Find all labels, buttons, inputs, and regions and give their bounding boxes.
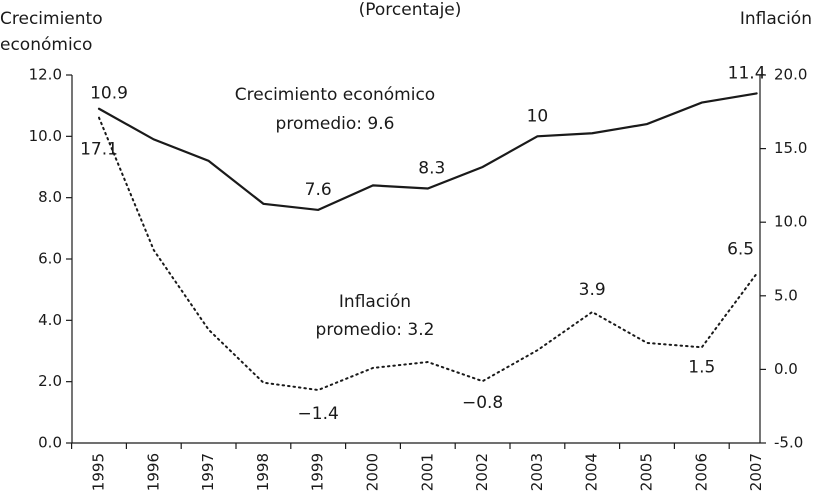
annotation: Inflación: [339, 292, 411, 312]
x-tick-label: 1997: [199, 453, 217, 491]
x-tick-label: 2003: [528, 453, 546, 491]
data-label: 10.9: [90, 84, 128, 104]
y-tick-label: 2.0: [38, 372, 62, 390]
y-tick-label: 8.0: [38, 188, 62, 206]
x-tick-label: 2000: [364, 453, 382, 491]
y2-tick-label: 0.0: [774, 360, 798, 378]
data-label: 10: [527, 106, 549, 126]
data-label: −0.8: [462, 393, 503, 413]
data-label: 3.9: [579, 280, 606, 300]
y2-tick-label: 10.0: [774, 213, 807, 231]
data-label: 6.5: [727, 240, 754, 260]
x-tick-label: 1995: [90, 453, 108, 491]
data-label: 1.5: [688, 357, 715, 377]
y2-axis-label: Inflación: [740, 9, 812, 29]
x-tick-label: 1999: [309, 453, 327, 491]
x-tick-label: 2004: [583, 453, 601, 491]
data-label: 8.3: [418, 158, 445, 178]
y-tick-label: 0.0: [38, 434, 62, 452]
y2-tick-label: -5.0: [774, 434, 803, 452]
y2-tick-label: 15.0: [774, 139, 807, 157]
chart-title: (Porcentaje): [359, 0, 462, 20]
data-label: 11.4: [728, 63, 766, 83]
x-tick-label: 2006: [692, 453, 710, 491]
y-tick-label: 4.0: [38, 311, 62, 329]
y2-tick-label: 20.0: [774, 66, 807, 84]
data-label: −1.4: [298, 404, 339, 424]
y2-tick-label: 5.0: [774, 286, 798, 304]
x-tick-label: 1996: [144, 453, 162, 491]
x-tick-label: 2005: [638, 453, 656, 491]
x-tick-label: 1998: [254, 453, 272, 491]
y-axis-label: Crecimiento: [0, 9, 103, 29]
y-tick-label: 6.0: [38, 250, 62, 268]
y-tick-label: 12.0: [29, 66, 62, 84]
annotation: promedio: 9.6: [276, 114, 395, 134]
x-tick-label: 2002: [473, 453, 491, 491]
series-line: [98, 116, 758, 392]
annotation: promedio: 3.2: [316, 320, 435, 340]
series-line: [97, 92, 758, 212]
y-tick-label: 10.0: [29, 127, 62, 145]
x-tick-label: 2007: [747, 453, 765, 491]
y-axis-label: económico: [0, 35, 92, 55]
data-label: 17.1: [80, 140, 118, 160]
annotation: Crecimiento económico: [235, 85, 435, 105]
x-tick-label: 2001: [418, 453, 436, 491]
data-label: 7.6: [305, 180, 332, 200]
